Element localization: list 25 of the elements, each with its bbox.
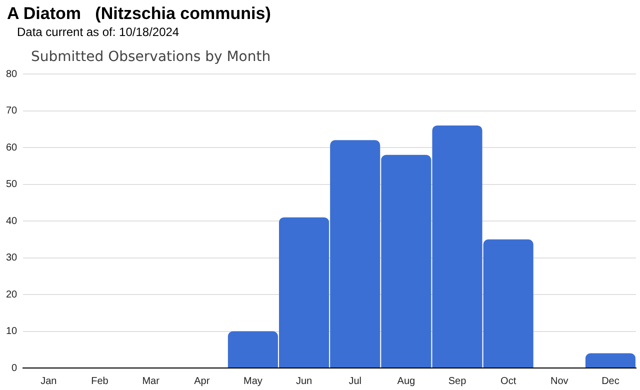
chart-title: A Diatom (Nitzschia communis)	[7, 4, 271, 24]
x-tick-label: May	[244, 376, 262, 387]
y-tick-label: 80	[6, 68, 18, 80]
x-tick-label: Jun	[296, 376, 312, 387]
x-tick-label: Feb	[91, 376, 109, 387]
x-tick-label: Mar	[142, 376, 160, 387]
x-tick-label: Dec	[602, 376, 620, 387]
x-tick-label: Jul	[348, 376, 362, 387]
y-tick-label: 40	[6, 216, 18, 227]
x-tick-label: Jan	[40, 376, 57, 387]
text: Submitted Observations by Month	[31, 49, 271, 65]
y-tick-label: 30	[6, 252, 18, 264]
y-tick-label: 20	[6, 289, 18, 300]
bar	[585, 353, 636, 368]
y-tick-label: 70	[6, 106, 18, 116]
y-tick-label: 10	[6, 326, 18, 337]
x-tick-label: Aug	[397, 376, 416, 387]
y-tick-label: 50	[6, 179, 18, 190]
y-tick-label: 0	[12, 362, 18, 374]
x-tick-label: Oct	[500, 376, 516, 387]
y-tick-label: 60	[6, 142, 18, 154]
x-tick-label: Sep	[448, 376, 467, 387]
chart-subtitle: Data current as of: 10/18/2024	[17, 25, 180, 39]
x-tick-label: Nov	[550, 376, 568, 387]
x-tick-label: Apr	[194, 376, 210, 387]
